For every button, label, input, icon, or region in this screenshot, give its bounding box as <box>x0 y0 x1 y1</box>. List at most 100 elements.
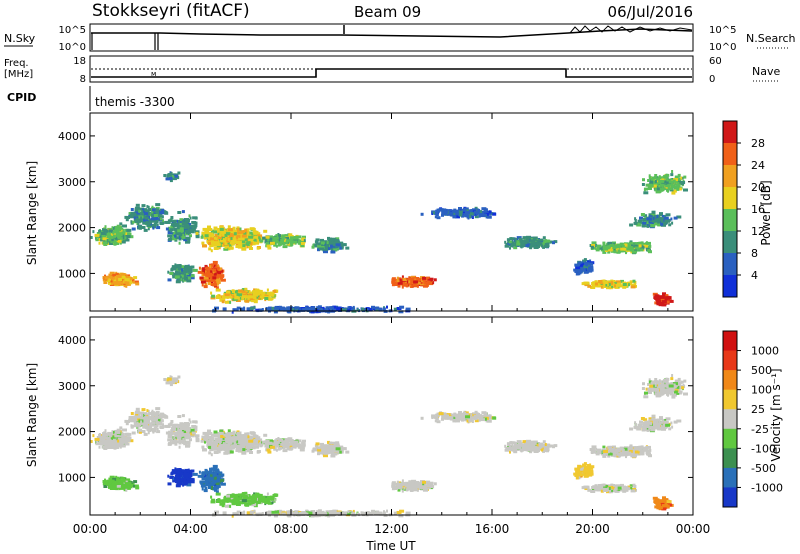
power-cell <box>648 220 653 224</box>
power-cell <box>488 212 492 216</box>
power-cell <box>622 285 627 289</box>
power-cell <box>239 244 244 248</box>
power-cell <box>413 284 418 288</box>
power-cell <box>408 280 411 284</box>
power-cell <box>252 230 257 234</box>
power-cell <box>137 222 140 226</box>
power-cell <box>421 279 424 282</box>
power-cell <box>654 180 657 183</box>
power-cell <box>646 224 650 228</box>
power-cell <box>106 235 112 239</box>
power-cell <box>529 244 535 248</box>
power-cell <box>633 221 638 225</box>
power-cell <box>329 244 333 248</box>
power-cell <box>169 271 174 275</box>
power-cell <box>417 281 421 285</box>
power-cell <box>229 235 231 239</box>
power-cell <box>167 234 173 238</box>
power-cell <box>215 288 221 292</box>
velocity-cell <box>114 440 118 444</box>
power-cell <box>253 296 257 300</box>
power-cell <box>391 280 396 284</box>
power-cell <box>215 265 218 269</box>
power-cell <box>396 307 402 310</box>
power-cell <box>279 236 282 240</box>
power-cell <box>642 242 647 246</box>
velocity-cell <box>95 442 99 446</box>
power-cell <box>163 211 168 214</box>
power-cell <box>663 180 667 184</box>
power-cell <box>671 191 676 195</box>
power-cell <box>222 238 225 242</box>
power-cell <box>243 230 245 234</box>
power-cell <box>661 214 666 218</box>
power-cell <box>278 305 282 309</box>
power-cell <box>222 239 228 243</box>
power-cell <box>179 227 184 231</box>
power-cell <box>608 286 613 290</box>
power-cell <box>660 220 663 224</box>
power-cell <box>455 215 460 219</box>
power-cell <box>672 184 675 188</box>
power-cell <box>185 240 190 244</box>
power-cell <box>246 228 250 232</box>
power-cell <box>181 272 184 276</box>
power-cell <box>150 219 154 223</box>
velocity-cell <box>117 437 123 441</box>
power-cell <box>120 240 126 244</box>
power-cell <box>659 302 663 306</box>
power-cell <box>420 212 424 216</box>
power-cell <box>172 174 178 178</box>
power-cell <box>168 237 173 241</box>
power-cell <box>634 246 640 250</box>
power-cell <box>253 288 258 292</box>
power-cell <box>208 282 211 285</box>
power-cell <box>173 227 178 231</box>
power-cell <box>468 212 474 216</box>
power-cell <box>255 308 260 312</box>
power-cell <box>513 246 518 250</box>
date-title: 06/Jul/2016 <box>608 3 693 21</box>
power-cell <box>240 242 245 246</box>
power-cell <box>548 240 553 244</box>
power-cell <box>171 265 177 269</box>
power-cell <box>207 272 213 276</box>
power-cell <box>671 170 674 173</box>
power-cell <box>474 215 479 219</box>
velocity-cell <box>100 436 106 439</box>
power-cell <box>99 234 103 238</box>
power-cell <box>422 276 426 280</box>
power-cell <box>674 181 677 185</box>
power-cell <box>188 266 193 270</box>
power-cell <box>248 231 253 235</box>
power-cell <box>661 183 665 187</box>
power-cell <box>583 268 586 272</box>
velocity-cell <box>108 444 111 448</box>
power-cell <box>458 207 462 210</box>
power-cell <box>165 227 169 231</box>
power-cell <box>367 308 369 312</box>
power-cell <box>156 223 159 227</box>
power-cell <box>233 240 238 244</box>
power-cell <box>312 243 315 247</box>
power-cell <box>265 242 271 245</box>
nsky-series-line <box>91 28 693 38</box>
power-cell <box>116 274 122 278</box>
power-cell <box>113 242 117 246</box>
power-cell <box>294 306 298 310</box>
power-cell <box>628 283 630 287</box>
power-cell <box>648 187 652 190</box>
power-cell <box>219 227 224 231</box>
power-cell <box>209 265 212 269</box>
power-cell <box>108 229 112 233</box>
power-cell <box>683 175 687 179</box>
power-cell <box>181 268 184 272</box>
power-cell <box>526 235 531 239</box>
power-cell <box>174 270 178 274</box>
power-cell <box>156 226 161 230</box>
power-cell <box>219 241 224 245</box>
power-cell <box>208 241 212 245</box>
power-cell <box>411 280 414 284</box>
